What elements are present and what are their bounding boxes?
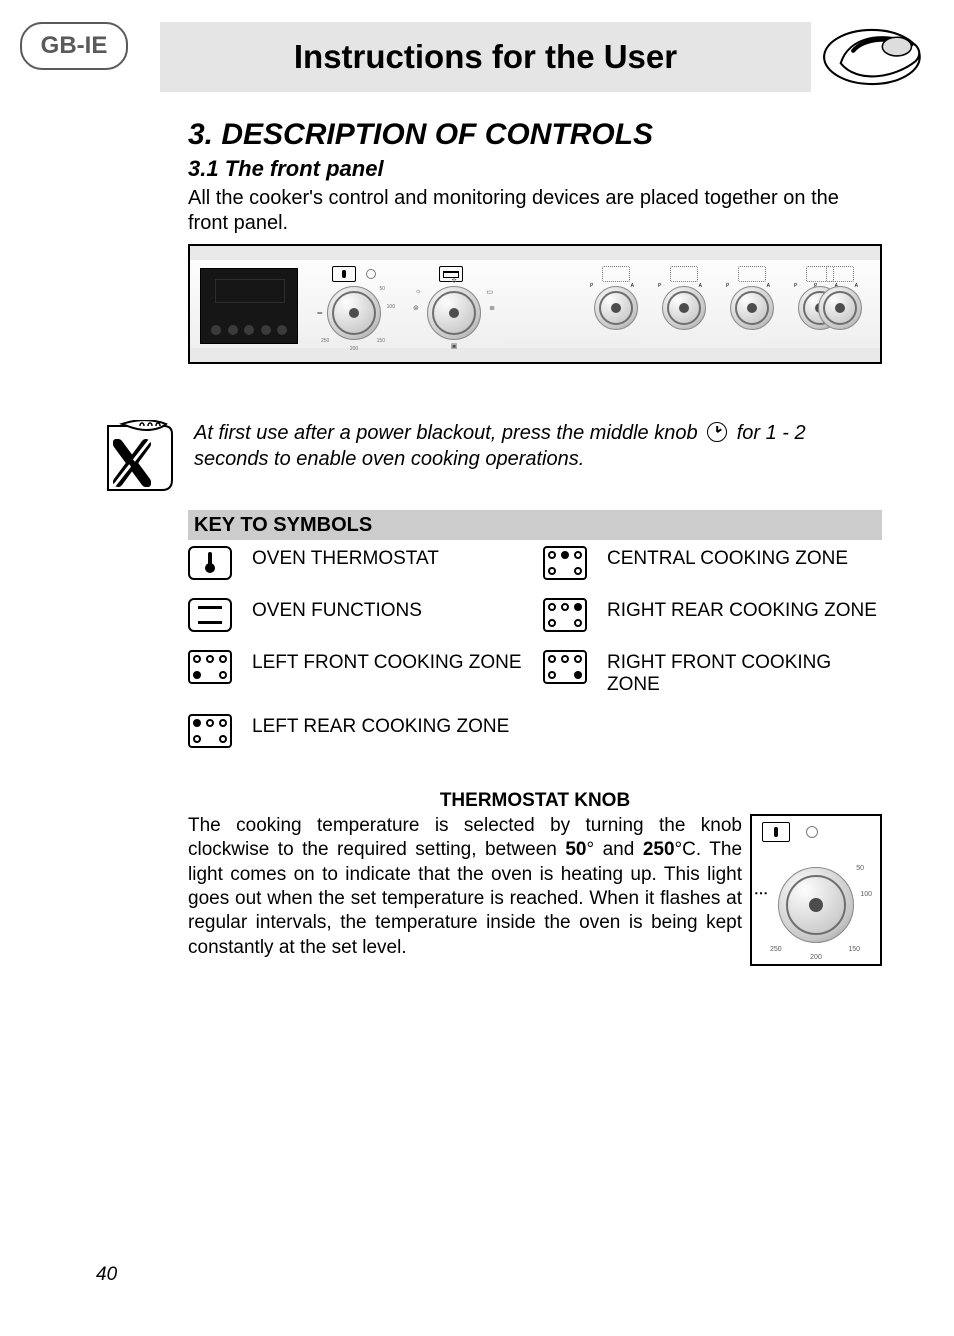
thermo-graphic-led-icon (806, 826, 818, 838)
tip-note: At first use after a power blackout, pre… (104, 420, 882, 496)
left-front-cooking-zone-icon (188, 650, 232, 684)
tg-scale-100: 100 (860, 891, 872, 898)
timer-panel (200, 268, 298, 344)
thermo-250: 250 (643, 839, 675, 860)
tg-scale-150: 150 (848, 946, 860, 953)
function-mode-icons: ✲ ▭ ≣ ▣ ⊚ ☼ (419, 278, 489, 348)
hob-knob-5: PA (818, 286, 862, 330)
hob-indicator-2 (670, 266, 698, 282)
front-panel-top-rail (190, 246, 880, 261)
right-rear-cooking-zone-label: RIGHT REAR COOKING ZONE (607, 598, 882, 622)
hob-zone-1: PA (582, 266, 650, 330)
note-hand-icon (104, 420, 174, 496)
scale-100: 100 (387, 304, 395, 310)
timer-buttons (211, 325, 287, 335)
central-cooking-zone-icon (543, 546, 587, 580)
document-title: Instructions for the User (294, 38, 677, 76)
key-to-symbols: KEY TO SYMBOLS OVEN THERMOSTAT CENTRAL C… (188, 510, 882, 748)
top-header: GB-IE Instructions for the User (20, 22, 926, 98)
thermostat-knob-graphic: 50 100 150 200 250 ⋯ (750, 814, 882, 966)
gb-ie-badge: GB-IE (20, 22, 128, 70)
tip-text: At first use after a power blackout, pre… (194, 420, 882, 472)
thermostat-knob-title: THERMOSTAT KNOB (188, 790, 882, 812)
hob-indicator-5 (826, 266, 854, 282)
thermo-graphic-min-mark: ⋯ (754, 884, 768, 901)
thermo-graphic-icon (762, 822, 790, 842)
thermostat-min-mark: – (317, 308, 323, 319)
tg-scale-200: 200 (810, 954, 822, 961)
key-heading: KEY TO SYMBOLS (188, 510, 882, 540)
tg-scale-50: 50 (856, 865, 864, 872)
left-front-cooking-zone-label: LEFT FRONT COOKING ZONE (252, 650, 527, 674)
hob-mark-p: P (590, 283, 593, 289)
thermostat-knob-block: THERMOSTAT KNOB The cooking temperature … (188, 790, 882, 966)
left-rear-cooking-zone-label: LEFT REAR COOKING ZONE (252, 714, 527, 738)
tg-scale-250: 250 (770, 946, 782, 953)
title-bar: Instructions for the User (160, 22, 811, 92)
clock-icon (707, 422, 727, 442)
thermo-graphic-knob: 50 100 150 200 250 (778, 867, 854, 943)
oven-function-zone: ✲ ▭ ≣ ▣ ⊚ ☼ (408, 266, 500, 340)
hob-knob-1: PA (594, 286, 638, 330)
thermostat-zone: 50 100 150 200 250 – (308, 266, 400, 340)
hob-indicator-3 (738, 266, 766, 282)
section-heading: 3. DESCRIPTION OF CONTROLS (188, 118, 882, 152)
hob-mark-a: A (631, 283, 634, 289)
central-cooking-zone-label: CENTRAL COOKING ZONE (607, 546, 882, 570)
page-number: 40 (96, 1264, 117, 1286)
gb-ie-label: GB-IE (41, 32, 108, 60)
left-rear-cooking-zone-icon (188, 714, 232, 748)
hob-knob-2: PA (662, 286, 706, 330)
section-subheading: 3.1 The front panel (188, 156, 882, 182)
hob-zone-5: PA (806, 266, 874, 330)
content-column: 3. DESCRIPTION OF CONTROLS 3.1 The front… (188, 118, 882, 378)
tip-text-before: At first use after a power blackout, pre… (194, 422, 698, 444)
scale-50: 50 (379, 286, 385, 292)
right-front-cooking-zone-icon (543, 650, 587, 684)
hob-indicator-1 (602, 266, 630, 282)
thermo-deg-and: ° and (587, 839, 643, 860)
oven-thermostat-icon (188, 546, 232, 580)
scale-150: 150 (377, 338, 385, 344)
hob-zone-2: PA (650, 266, 718, 330)
front-panel-bottom-rail (190, 347, 880, 362)
thermostat-knob: 50 100 150 200 250 – (327, 286, 381, 340)
spoon-icon (822, 24, 926, 90)
timer-display (215, 279, 285, 303)
hob-zone-3: PA (718, 266, 786, 330)
hob-knob-3: PA (730, 286, 774, 330)
thermo-50: 50 (565, 839, 586, 860)
scale-200: 200 (350, 346, 358, 352)
right-front-cooking-zone-label: RIGHT FRONT COOKING ZONE (607, 650, 882, 696)
right-rear-cooking-zone-icon (543, 598, 587, 632)
scale-250: 250 (321, 338, 329, 344)
front-panel-graphic: 50 100 150 200 250 – (188, 244, 882, 364)
oven-thermostat-label: OVEN THERMOSTAT (252, 546, 527, 570)
thermostat-knob-text: The cooking temperature is selected by t… (188, 814, 742, 960)
function-knob: ✲ ▭ ≣ ▣ ⊚ ☼ (427, 286, 481, 340)
oven-functions-icon (188, 598, 232, 632)
oven-functions-label: OVEN FUNCTIONS (252, 598, 527, 622)
section-intro: All the cooker's control and monitoring … (188, 186, 882, 236)
